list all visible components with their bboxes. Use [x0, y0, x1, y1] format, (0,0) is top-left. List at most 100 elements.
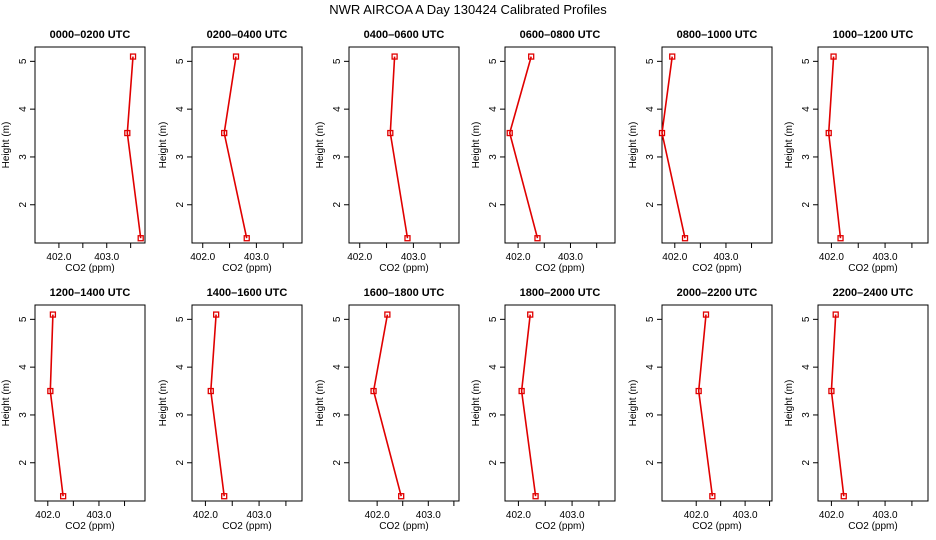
- panel-5: 0800–1000 UTC 402.0 403.0 2 3 4 5 CO2 (ppm) Heig…: [628, 29, 773, 274]
- x-tick-label: 403.0: [401, 252, 426, 263]
- y-tick-label: 5: [175, 316, 186, 322]
- y-tick-label: 3: [645, 154, 656, 160]
- profile-line: [223, 56, 248, 239]
- y-tick-label: 5: [332, 58, 343, 64]
- plot-frame: [348, 46, 460, 244]
- data-point: [387, 129, 394, 137]
- y-axis-label: Height (m): [784, 122, 795, 169]
- x-tick-label: 402.0: [506, 510, 531, 521]
- y-tick-label: 4: [645, 106, 656, 112]
- data-point: [658, 129, 666, 137]
- panel-2: 0200–0400 UTC 402.0 403.0 2 3 4 5 CO2 (ppm) Heig…: [158, 29, 303, 274]
- y-tick-label: 2: [488, 202, 499, 208]
- x-tick-label: 403.0: [416, 510, 441, 521]
- x-axis-label: CO2 (ppm): [692, 263, 741, 274]
- data-point: [137, 235, 144, 242]
- data-point: [534, 235, 541, 242]
- y-tick-label: 4: [488, 106, 499, 112]
- data-point: [221, 493, 228, 500]
- panel-title: 1800–2000 UTC: [520, 287, 601, 299]
- plot-frame: [34, 304, 146, 502]
- x-axis-label: CO2 (ppm): [379, 263, 428, 274]
- data-point: [832, 311, 839, 318]
- data-point: [212, 311, 220, 318]
- profile-line: [830, 314, 845, 497]
- y-tick-label: 4: [645, 364, 656, 370]
- panel-title: 0800–1000 UTC: [677, 29, 758, 41]
- plot-frame: [661, 304, 773, 502]
- y-tick-label: 4: [18, 106, 29, 112]
- data-point: [702, 311, 710, 318]
- data-point: [221, 129, 228, 137]
- y-axis-label: Height (m): [158, 380, 169, 427]
- plot-frame: [191, 46, 303, 244]
- panel-4: 0600–0800 UTC 402.0 403.0 2 3 4 5 CO2 (ppm) Heig…: [471, 29, 616, 274]
- panel-10: 1800–2000 UTC 402.0 403.0 2 3 4 5 CO2 (ppm) Heig…: [471, 287, 616, 532]
- profile-line: [49, 314, 64, 497]
- x-tick-label: 402.0: [46, 252, 71, 263]
- data-point: [384, 311, 391, 318]
- profile-line: [661, 56, 686, 239]
- y-tick-label: 2: [18, 460, 29, 466]
- x-tick-label: 402.0: [662, 252, 687, 263]
- y-axis-label: Height (m): [471, 380, 482, 427]
- data-point: [370, 387, 377, 395]
- panel-title: 1200–1400 UTC: [50, 287, 131, 299]
- panel-6: 1000–1200 UTC 402.0 403.0 2 3 4 5 CO2 (ppm) Heig…: [784, 29, 929, 274]
- x-tick-label: 403.0: [560, 510, 585, 521]
- data-point: [532, 493, 539, 500]
- x-axis-label: CO2 (ppm): [65, 521, 114, 532]
- y-tick-label: 5: [801, 316, 812, 322]
- x-tick-label: 402.0: [35, 510, 60, 521]
- panel-title: 1000–1200 UTC: [833, 29, 914, 41]
- panel-title: 2200–2400 UTC: [833, 287, 914, 299]
- data-point: [709, 493, 716, 500]
- data-point: [506, 129, 513, 137]
- data-point: [207, 387, 214, 395]
- x-tick-label: 403.0: [873, 252, 898, 263]
- x-tick-label: 403.0: [94, 252, 119, 263]
- y-tick-label: 4: [801, 106, 812, 112]
- x-axis-label: CO2 (ppm): [65, 263, 114, 274]
- y-tick-label: 5: [645, 316, 656, 322]
- data-point: [840, 493, 847, 500]
- y-axis-label: Height (m): [1, 122, 12, 169]
- panel-11: 2000–2200 UTC 402.0 403.0 2 3 4 5 CO2 (ppm) Heig…: [628, 287, 773, 532]
- panel-3: 0400–0600 UTC 402.0 403.0 2 3 4 5 CO2 (ppm) Heig…: [315, 29, 460, 274]
- y-tick-label: 5: [18, 58, 29, 64]
- profile-line: [508, 56, 539, 239]
- y-axis-label: Height (m): [471, 122, 482, 169]
- data-point: [47, 387, 54, 395]
- y-tick-label: 5: [645, 58, 656, 64]
- x-tick-label: 402.0: [193, 510, 218, 521]
- profile-line: [209, 314, 225, 497]
- y-axis-label: Height (m): [158, 122, 169, 169]
- y-tick-label: 5: [801, 58, 812, 64]
- y-tick-label: 2: [175, 460, 186, 466]
- profile-line: [389, 56, 409, 239]
- x-tick-label: 403.0: [873, 510, 898, 521]
- y-axis-label: Height (m): [315, 122, 326, 169]
- y-tick-label: 2: [645, 460, 656, 466]
- panel-9: 1600–1800 UTC 402.0 403.0 2 3 4 5 CO2 (ppm) Heig…: [315, 287, 460, 532]
- x-axis-label: CO2 (ppm): [848, 263, 897, 274]
- x-tick-label: 402.0: [819, 252, 844, 263]
- profile-line: [827, 56, 842, 239]
- x-tick-label: 402.0: [190, 252, 215, 263]
- x-axis-label: CO2 (ppm): [535, 263, 584, 274]
- y-axis-label: Height (m): [315, 380, 326, 427]
- panel-title: 0000–0200 UTC: [50, 29, 131, 41]
- data-point: [232, 53, 240, 60]
- x-tick-label: 403.0: [86, 510, 111, 521]
- y-tick-label: 5: [488, 58, 499, 64]
- data-point: [528, 53, 535, 60]
- y-axis-label: Height (m): [1, 380, 12, 427]
- y-tick-label: 3: [801, 412, 812, 418]
- y-tick-label: 2: [801, 202, 812, 208]
- panel-title: 0400–0600 UTC: [364, 29, 445, 41]
- data-point: [59, 493, 67, 500]
- y-axis-label: Height (m): [628, 380, 639, 427]
- panel-title: 1400–1600 UTC: [207, 287, 288, 299]
- x-axis-label: CO2 (ppm): [222, 521, 271, 532]
